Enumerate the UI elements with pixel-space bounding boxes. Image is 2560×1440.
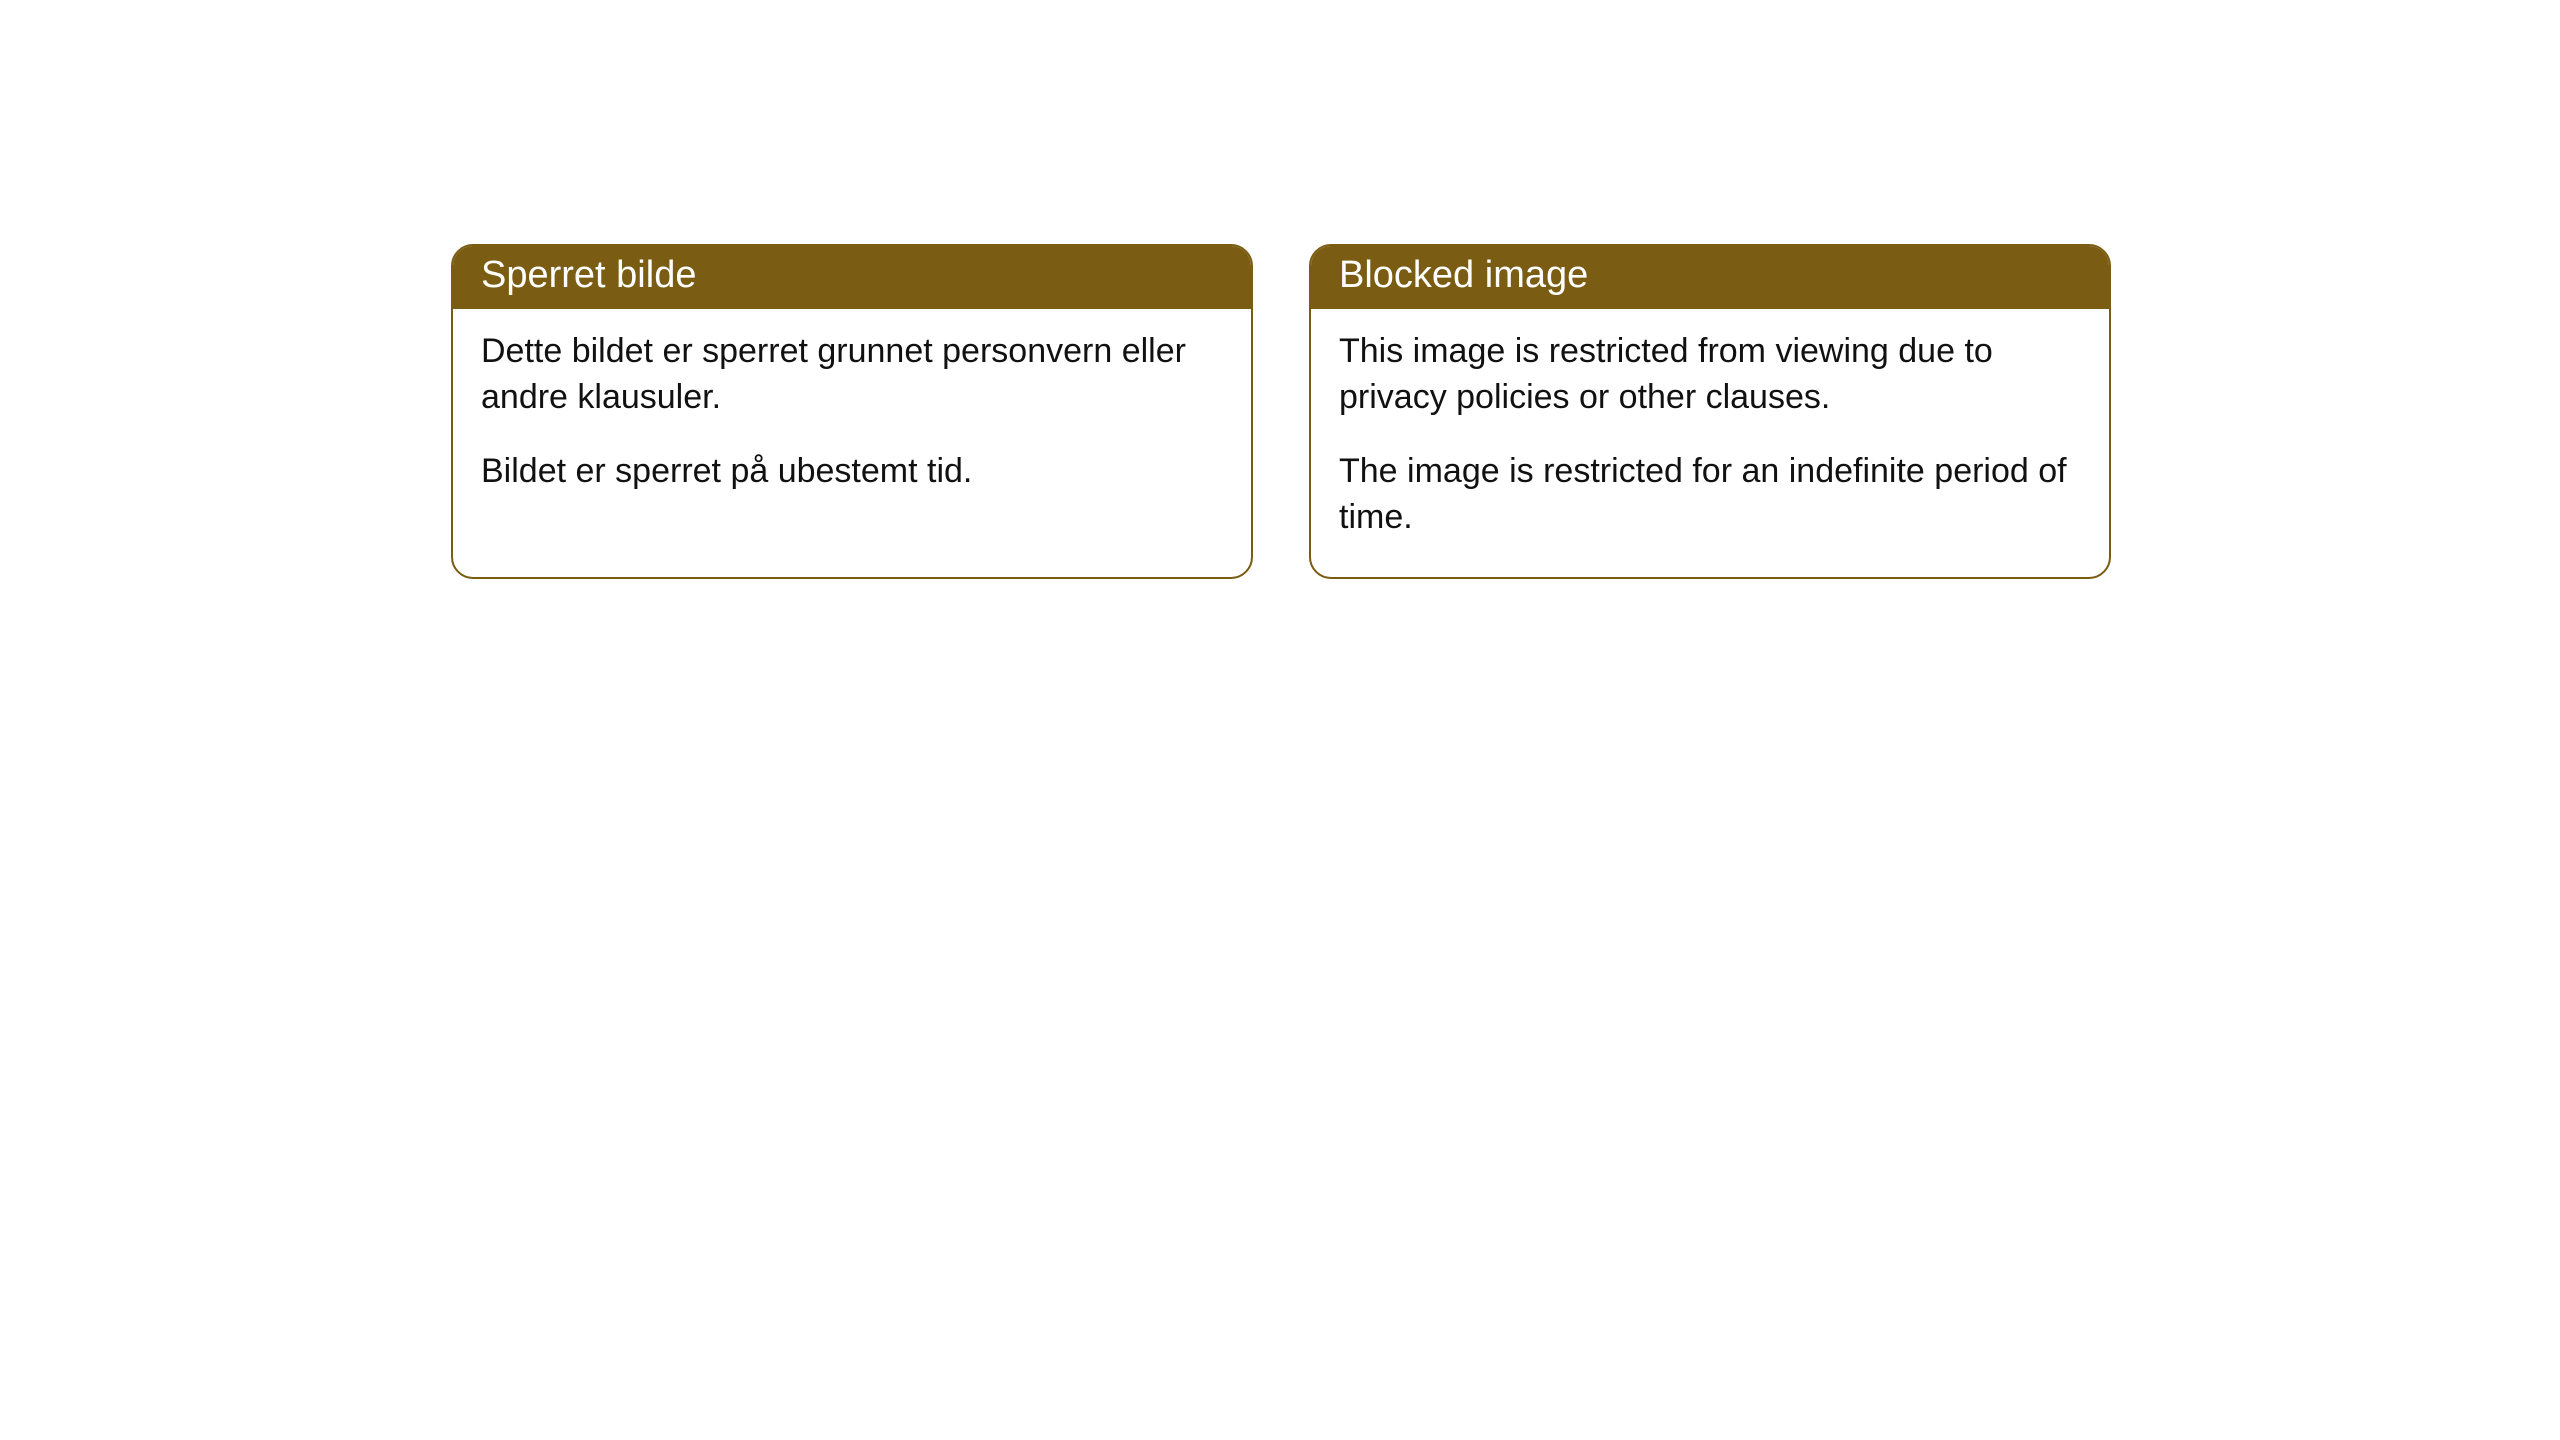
card-title: Blocked image bbox=[1311, 246, 2109, 309]
notice-cards-container: Sperret bilde Dette bildet er sperret gr… bbox=[0, 0, 2560, 579]
card-title: Sperret bilde bbox=[453, 246, 1251, 309]
card-body: Dette bildet er sperret grunnet personve… bbox=[453, 309, 1251, 531]
card-paragraph: Bildet er sperret på ubestemt tid. bbox=[481, 449, 1223, 495]
card-paragraph: Dette bildet er sperret grunnet personve… bbox=[481, 329, 1223, 421]
notice-card-english: Blocked image This image is restricted f… bbox=[1309, 244, 2111, 579]
notice-card-norwegian: Sperret bilde Dette bildet er sperret gr… bbox=[451, 244, 1253, 579]
card-paragraph: This image is restricted from viewing du… bbox=[1339, 329, 2081, 421]
card-body: This image is restricted from viewing du… bbox=[1311, 309, 2109, 577]
card-paragraph: The image is restricted for an indefinit… bbox=[1339, 449, 2081, 541]
